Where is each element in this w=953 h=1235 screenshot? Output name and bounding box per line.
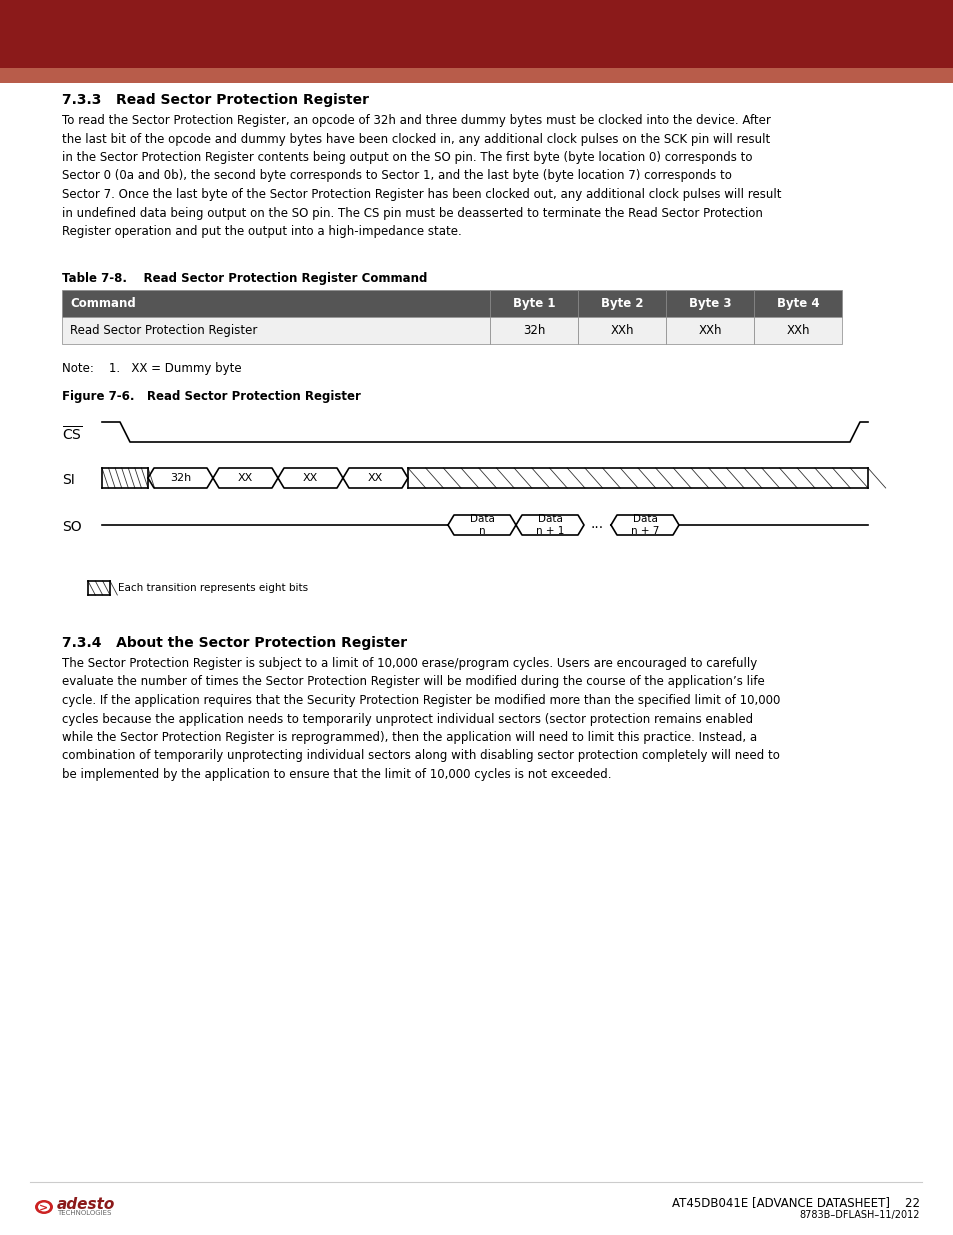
Text: XXh: XXh bbox=[698, 324, 721, 337]
Text: 32h: 32h bbox=[522, 324, 544, 337]
Text: adesto: adesto bbox=[57, 1197, 115, 1212]
Text: TECHNOLOGIES: TECHNOLOGIES bbox=[57, 1210, 112, 1216]
Bar bbox=[665, 290, 753, 317]
Text: 7.3.3   Read Sector Protection Register: 7.3.3 Read Sector Protection Register bbox=[62, 93, 369, 107]
Text: Byte 1: Byte 1 bbox=[512, 296, 555, 310]
Bar bbox=[0, 68, 953, 83]
Text: Data
n + 7: Data n + 7 bbox=[630, 514, 659, 536]
Text: Byte 2: Byte 2 bbox=[600, 296, 642, 310]
Bar bbox=[753, 317, 841, 345]
Text: XX: XX bbox=[368, 473, 383, 483]
Text: Data
n: Data n bbox=[469, 514, 494, 536]
Text: AT45DB041E [ADVANCE DATASHEET]    22: AT45DB041E [ADVANCE DATASHEET] 22 bbox=[671, 1195, 919, 1209]
Bar bbox=[62, 317, 490, 345]
Text: SI: SI bbox=[62, 473, 74, 487]
Text: Table 7-8.    Read Sector Protection Register Command: Table 7-8. Read Sector Protection Regist… bbox=[62, 272, 427, 285]
Text: Byte 3: Byte 3 bbox=[688, 296, 731, 310]
Text: To read the Sector Protection Register, an opcode of 32h and three dummy bytes m: To read the Sector Protection Register, … bbox=[62, 114, 781, 238]
Text: Figure 7-6.   Read Sector Protection Register: Figure 7-6. Read Sector Protection Regis… bbox=[62, 390, 360, 403]
Bar bbox=[62, 290, 490, 317]
Bar bbox=[0, 0, 953, 68]
Text: Note:    1.   XX = Dummy byte: Note: 1. XX = Dummy byte bbox=[62, 362, 241, 375]
Bar bbox=[578, 317, 665, 345]
Text: 32h: 32h bbox=[170, 473, 191, 483]
Text: Read Sector Protection Register: Read Sector Protection Register bbox=[70, 324, 257, 337]
Text: Each transition represents eight bits: Each transition represents eight bits bbox=[118, 583, 308, 593]
Text: XXh: XXh bbox=[610, 324, 633, 337]
Bar bbox=[578, 290, 665, 317]
Text: Command: Command bbox=[70, 296, 135, 310]
Bar bbox=[665, 317, 753, 345]
Text: ...: ... bbox=[590, 517, 603, 531]
Bar bbox=[490, 317, 578, 345]
Ellipse shape bbox=[38, 1203, 50, 1212]
Text: 7.3.4   About the Sector Protection Register: 7.3.4 About the Sector Protection Regist… bbox=[62, 636, 407, 650]
Ellipse shape bbox=[35, 1200, 53, 1214]
Text: Data
n + 1: Data n + 1 bbox=[536, 514, 563, 536]
Text: SO: SO bbox=[62, 520, 82, 534]
Text: The Sector Protection Register is subject to a limit of 10,000 erase/program cyc: The Sector Protection Register is subjec… bbox=[62, 657, 780, 781]
Text: >: > bbox=[39, 1203, 49, 1213]
Bar bbox=[753, 290, 841, 317]
Text: XX: XX bbox=[237, 473, 253, 483]
Text: XXh: XXh bbox=[785, 324, 809, 337]
Bar bbox=[490, 290, 578, 317]
Text: 8783B–DFLASH–11/2012: 8783B–DFLASH–11/2012 bbox=[799, 1210, 919, 1220]
Text: Byte 4: Byte 4 bbox=[776, 296, 819, 310]
Text: $\overline{\mathrm{CS}}$: $\overline{\mathrm{CS}}$ bbox=[62, 425, 82, 443]
Text: XX: XX bbox=[302, 473, 317, 483]
